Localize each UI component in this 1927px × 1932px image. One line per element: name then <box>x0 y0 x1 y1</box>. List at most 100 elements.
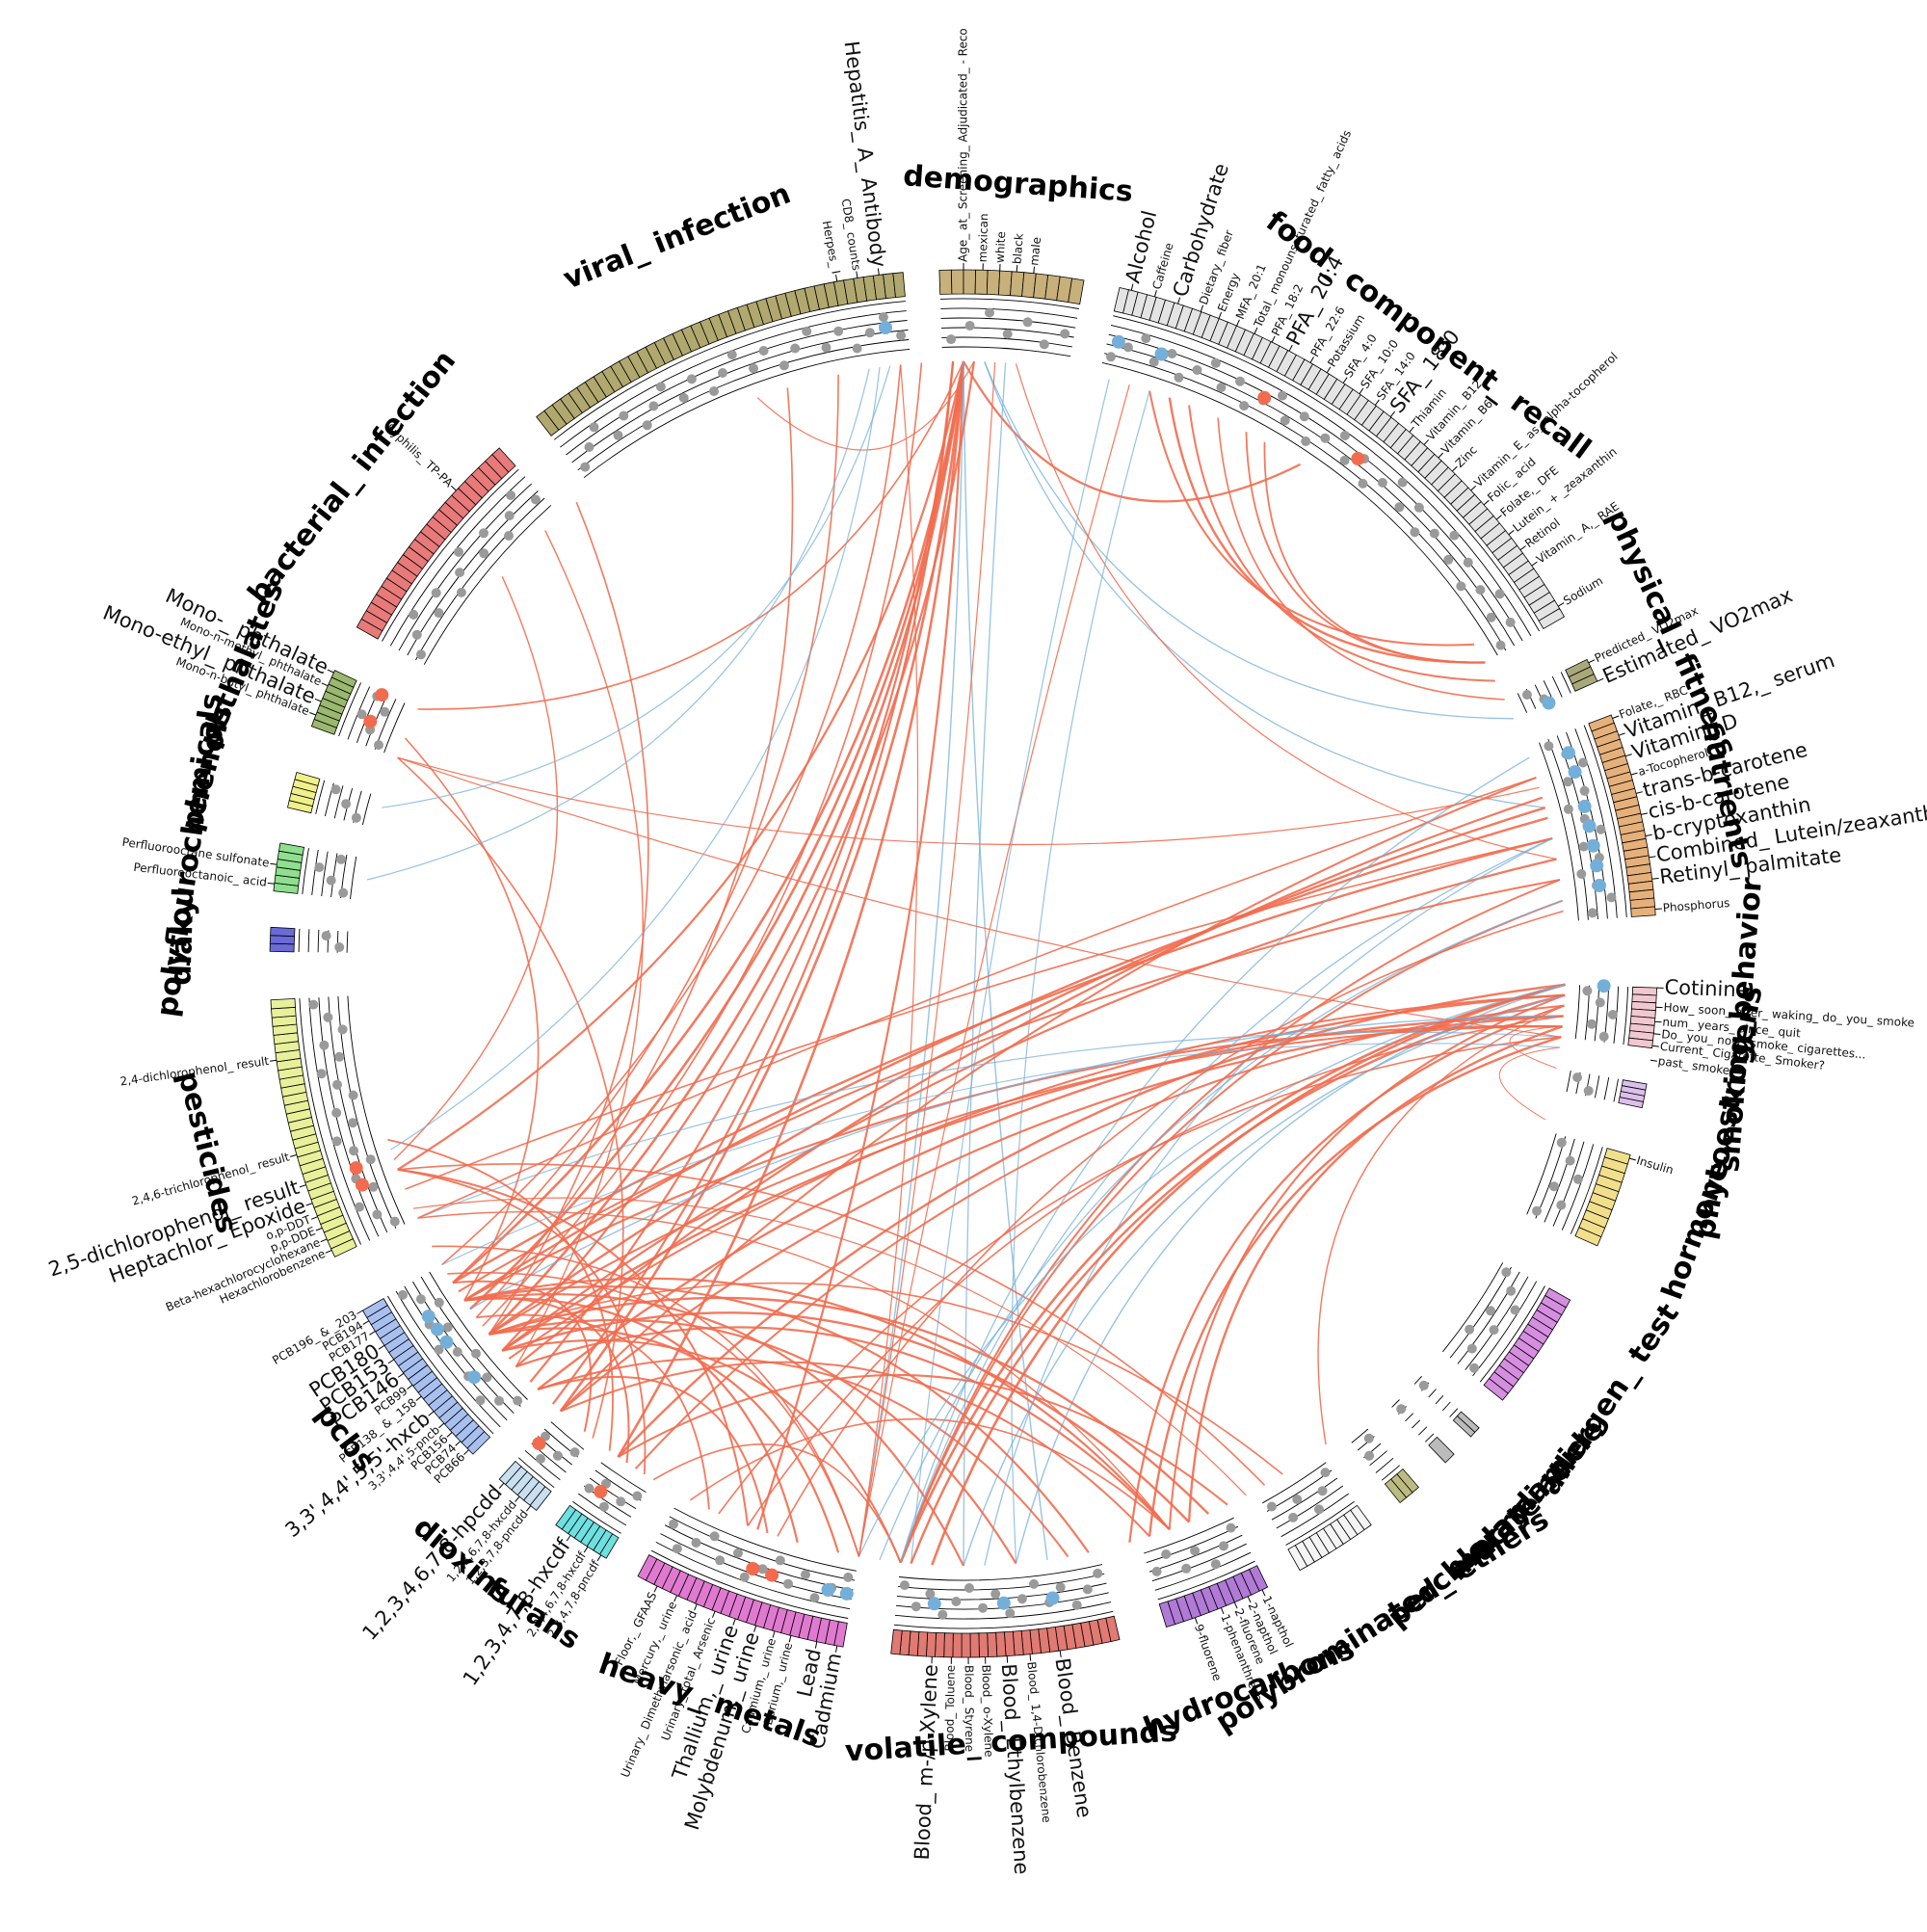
var-9-fluorene-54-tick <box>1195 1618 1197 1625</box>
dot-pcbs-0 <box>513 1396 522 1406</box>
dot-demographics-5 <box>1040 339 1049 349</box>
edge-94 <box>382 366 890 808</box>
group-block-phyto <box>1619 1080 1647 1108</box>
dot-allergen-5 <box>1465 1325 1474 1335</box>
edge-107 <box>859 364 918 1556</box>
dot-pbde-1 <box>1318 1486 1328 1495</box>
var-cotinine-43-dot <box>1597 979 1611 992</box>
dot-phenols-0 <box>352 813 361 823</box>
dot-viral-5 <box>643 420 652 430</box>
var-2-fluorene-52-tick <box>1234 1602 1237 1608</box>
dot-voc-5 <box>1029 1579 1039 1589</box>
dot-viral-21 <box>865 328 875 337</box>
dot-viral-16 <box>790 344 800 354</box>
dot-metals-11 <box>692 1538 701 1548</box>
var-1-2-3-4-6-7-8-hpcdd-77-tick <box>499 1483 504 1488</box>
var-sfa-4-0-16-tick <box>1343 378 1347 384</box>
dot-food-12 <box>1278 391 1287 401</box>
var-hepatitis-a-antibody-108-dot <box>879 321 892 334</box>
group-ring-phyto-3 <box>1595 1075 1598 1098</box>
var-pcb66-78-tick <box>464 1450 469 1455</box>
block-cell-voc-21 <box>926 1632 936 1656</box>
group-ring-hormone-2 <box>1544 1139 1575 1223</box>
dot-voc-0 <box>1093 1569 1102 1578</box>
var-vitamin-a-rae-29-tick <box>1532 562 1538 566</box>
group-block-hormone <box>1575 1149 1630 1246</box>
dot-furans-2 <box>599 1502 609 1512</box>
dot-food-16 <box>1320 434 1330 443</box>
dot-bacterial-2 <box>409 610 418 620</box>
dot-diakyl-1 <box>322 931 331 940</box>
var-vitamin-d-35-tick <box>1625 754 1632 756</box>
group-block-fitness <box>1566 659 1597 691</box>
dot-smoking-0 <box>1582 986 1592 995</box>
dot-food-10 <box>1239 401 1249 410</box>
var-lutein-zeaxanthin-27-tick <box>1509 530 1515 534</box>
group-ring-dioxins-0 <box>551 1422 584 1450</box>
dot-viral-18 <box>822 343 832 353</box>
var-b-cryptoxanthin-39-dot <box>1587 839 1600 853</box>
dot-metals-12 <box>673 1544 682 1553</box>
var-mono-n-butyl-phthalate-101-tick <box>309 713 316 716</box>
var-age-at-screening-adjudicated-reco-0: Age_ at_ Screening_ Adjudicated_ - Reco <box>957 28 970 270</box>
group-ring-acrylamide-4 <box>1442 1402 1450 1411</box>
edge-80 <box>398 757 623 1438</box>
var-1-2-3-4-7-8-hxcdf-74-tick <box>567 1535 570 1541</box>
dot-demographics-0 <box>946 334 956 344</box>
dot-metals-8 <box>733 1548 743 1558</box>
var-herpes-i-106-tick <box>836 275 837 281</box>
dot-metals-10 <box>710 1531 720 1541</box>
dot-food-6 <box>1193 365 1202 375</box>
var-phosphorus-42-tick <box>1655 909 1662 910</box>
dot-viral-7 <box>656 382 666 391</box>
block-cell-viral-39 <box>893 273 906 298</box>
dot-pesticides-0 <box>390 1217 400 1227</box>
group-ring-melamine-4 <box>1418 1427 1426 1435</box>
dot-pfc-2 <box>314 862 324 872</box>
var-folate-rbc-33-tick <box>1613 716 1620 719</box>
dot-smoking-3 <box>1587 1019 1597 1029</box>
var-black-3: black <box>1010 233 1025 272</box>
dot-nutrients-5 <box>1564 805 1573 814</box>
dot-pesticides-15 <box>338 1024 348 1034</box>
var-trans-b-carotene-37-tick <box>1636 792 1643 794</box>
group-label-pesticides: pesticides <box>171 1068 244 1236</box>
var-pcb74-79-tick <box>456 1442 461 1446</box>
dot-voc-1 <box>1083 1584 1093 1594</box>
dot-phenols-1 <box>341 799 351 808</box>
group-ring-diakyl-4 <box>308 929 309 952</box>
var-pcb153-86-dot <box>431 1323 444 1337</box>
dot-hydrocarbons-2 <box>1211 1559 1221 1569</box>
group-ring-pfc-4 <box>312 850 319 895</box>
dot-pesticides-12 <box>317 1069 327 1078</box>
group-ring-pfc-5 <box>303 848 309 894</box>
var-barium-urine-64-tick <box>789 1635 791 1642</box>
dot-metals-7 <box>740 1573 750 1582</box>
dot-pfc-1 <box>327 876 336 886</box>
group-ring-voc-0 <box>899 1565 1102 1580</box>
var-syphilis-tp-pa-105-tick <box>451 486 456 490</box>
var-pcb146-85-dot <box>439 1336 453 1349</box>
var-1-napthol-50-tick <box>1262 1590 1265 1596</box>
dot-viral-12 <box>727 350 737 359</box>
var-vitamin-b12-serum-34-dot <box>1562 746 1575 759</box>
dot-viral-8 <box>679 393 689 403</box>
dot-demographics-4 <box>1023 317 1033 327</box>
group-ring-phyto-0 <box>1567 1071 1571 1092</box>
dot-viral-1 <box>585 442 594 452</box>
group-block-pfc <box>274 843 304 893</box>
dot-bacterial-6 <box>455 568 464 577</box>
var-urinary-dimethylarsonic-acid-69-tick <box>695 1604 698 1611</box>
edge-8 <box>418 361 964 709</box>
dot-bacterial-11 <box>505 511 515 520</box>
edge-30 <box>464 818 1548 1301</box>
group-ring-diakyl-0 <box>347 932 348 953</box>
var-herpes-i-106-label: Herpes_ I <box>820 220 843 276</box>
var-energy-9-tick <box>1219 312 1222 319</box>
var-beta-hexachlorocyclohexane-92-tick <box>321 1239 327 1242</box>
dot-pesticides-7 <box>332 1136 342 1146</box>
dot-hydrocarbons-6 <box>1152 1567 1162 1576</box>
dot-viral-6 <box>648 401 658 410</box>
var-vitamin-e-as-alpha-tocopherol-24-tick <box>1471 486 1476 490</box>
block-cell-demographics-5 <box>998 271 1012 296</box>
